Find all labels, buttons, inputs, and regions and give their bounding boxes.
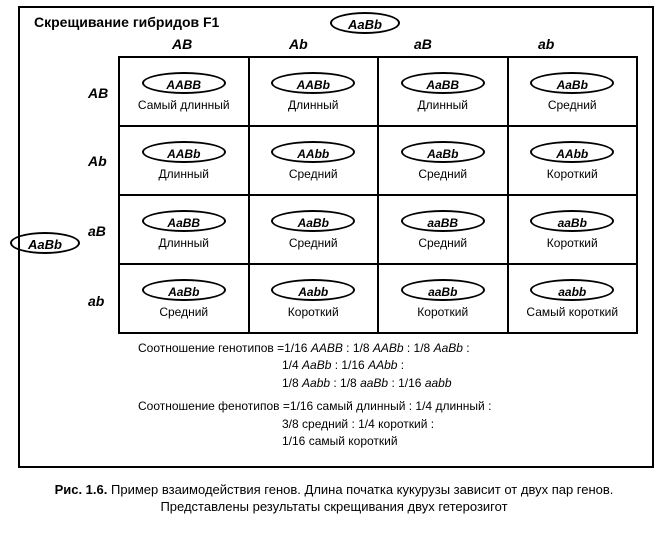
punnett-cell: AABB Самый длинный xyxy=(119,57,249,126)
phenotype-label: Длинный xyxy=(381,98,505,112)
genotype-oval: AABb xyxy=(271,72,355,94)
ratio-line: 1/4 AaBb : 1/16 AAbb : xyxy=(138,357,491,374)
genotype-oval: AaBb xyxy=(530,72,614,94)
punnett-cell: aaBb Короткий xyxy=(378,264,508,333)
phenotype-label: Короткий xyxy=(381,305,505,319)
row-header: Ab xyxy=(88,153,107,169)
phenotype-label: Средний xyxy=(511,98,635,112)
row-header: aB xyxy=(88,223,106,239)
genotype-oval: aaBB xyxy=(401,210,485,232)
caption-label: Рис. 1.6. xyxy=(55,482,108,497)
ratio-label: Соотношение генотипов = xyxy=(138,340,284,357)
column-header: aB xyxy=(414,36,432,52)
punnett-cell: AABb Длинный xyxy=(119,126,249,195)
phenotype-label: Средний xyxy=(252,167,376,181)
phenotype-label: Средний xyxy=(381,167,505,181)
column-header: ab xyxy=(538,36,554,52)
punnett-cell: Aabb Короткий xyxy=(249,264,379,333)
ratio-line: 1/16 AABB : 1/8 AABb : 1/8 AaBb : xyxy=(284,341,470,355)
phenotype-label: Короткий xyxy=(511,236,635,250)
punnett-cell: aaBB Средний xyxy=(378,195,508,264)
phenotype-label: Короткий xyxy=(511,167,635,181)
row-header: ab xyxy=(88,293,104,309)
genotype-oval: aaBb xyxy=(401,279,485,301)
genotype-oval: AaBB xyxy=(142,210,226,232)
phenotype-label: Самый длинный xyxy=(122,98,246,112)
ratio-line: 1/16 самый длинный : 1/4 длинный : xyxy=(290,399,492,413)
ratio-line: 1/16 самый короткий xyxy=(138,433,491,450)
figure-title: Скрещивание гибридов F1 xyxy=(34,14,219,30)
phenotype-label: Длинный xyxy=(252,98,376,112)
genotype-oval: Aabb xyxy=(271,279,355,301)
phenotype-label: Средний xyxy=(381,236,505,250)
punnett-cell: AaBb Средний xyxy=(119,264,249,333)
phenotype-label: Длинный xyxy=(122,236,246,250)
punnett-cell: AaBB Длинный xyxy=(119,195,249,264)
phenotype-label: Средний xyxy=(122,305,246,319)
genotype-oval: AaBB xyxy=(401,72,485,94)
genotype-oval: AaBb xyxy=(271,210,355,232)
phenotype-label: Короткий xyxy=(252,305,376,319)
figure-caption: Рис. 1.6. Пример взаимодействия генов. Д… xyxy=(14,482,654,516)
punnett-cell: AaBb Средний xyxy=(378,126,508,195)
punnett-cell: aaBb Короткий xyxy=(508,195,638,264)
punnett-cell: AaBB Длинный xyxy=(378,57,508,126)
genotype-oval: AAbb xyxy=(271,141,355,163)
column-header: AB xyxy=(172,36,192,52)
column-header: Ab xyxy=(289,36,308,52)
caption-text: Пример взаимодействия генов. Длина почат… xyxy=(111,482,613,514)
punnett-cell: AABb Длинный xyxy=(249,57,379,126)
parent-genotype-top: AaBb xyxy=(330,12,400,34)
ratios-block: Соотношение генотипов = 1/16 AABB : 1/8 … xyxy=(138,340,491,456)
punnett-cell: aabb Самый короткий xyxy=(508,264,638,333)
punnett-cell: AAbb Средний xyxy=(249,126,379,195)
ratio-label: Соотношение фенотипов = xyxy=(138,398,290,415)
punnett-cell: AAbb Короткий xyxy=(508,126,638,195)
genotype-oval: AABb xyxy=(142,141,226,163)
ratio-line: 3/8 средний : 1/4 короткий : xyxy=(138,416,491,433)
genotype-oval: AaBb xyxy=(142,279,226,301)
genotype-oval: aaBb xyxy=(530,210,614,232)
punnett-cell: AaBb Средний xyxy=(508,57,638,126)
genotype-oval: AaBb xyxy=(401,141,485,163)
phenotype-label: Самый короткий xyxy=(511,305,635,319)
phenotype-label: Средний xyxy=(252,236,376,250)
genotype-oval: AAbb xyxy=(530,141,614,163)
ratio-line: 1/8 Aabb : 1/8 aaBb : 1/16 aabb xyxy=(138,375,491,392)
punnett-cell: AaBb Средний xyxy=(249,195,379,264)
genotype-oval: aabb xyxy=(530,279,614,301)
punnett-square: AABBСамый длинныйAABbДлинныйAaBBДлинныйA… xyxy=(118,56,638,334)
genotype-oval: AABB xyxy=(142,72,226,94)
parent-genotype-left: AaBb xyxy=(10,232,80,254)
row-header: AB xyxy=(88,85,108,101)
phenotype-label: Длинный xyxy=(122,167,246,181)
